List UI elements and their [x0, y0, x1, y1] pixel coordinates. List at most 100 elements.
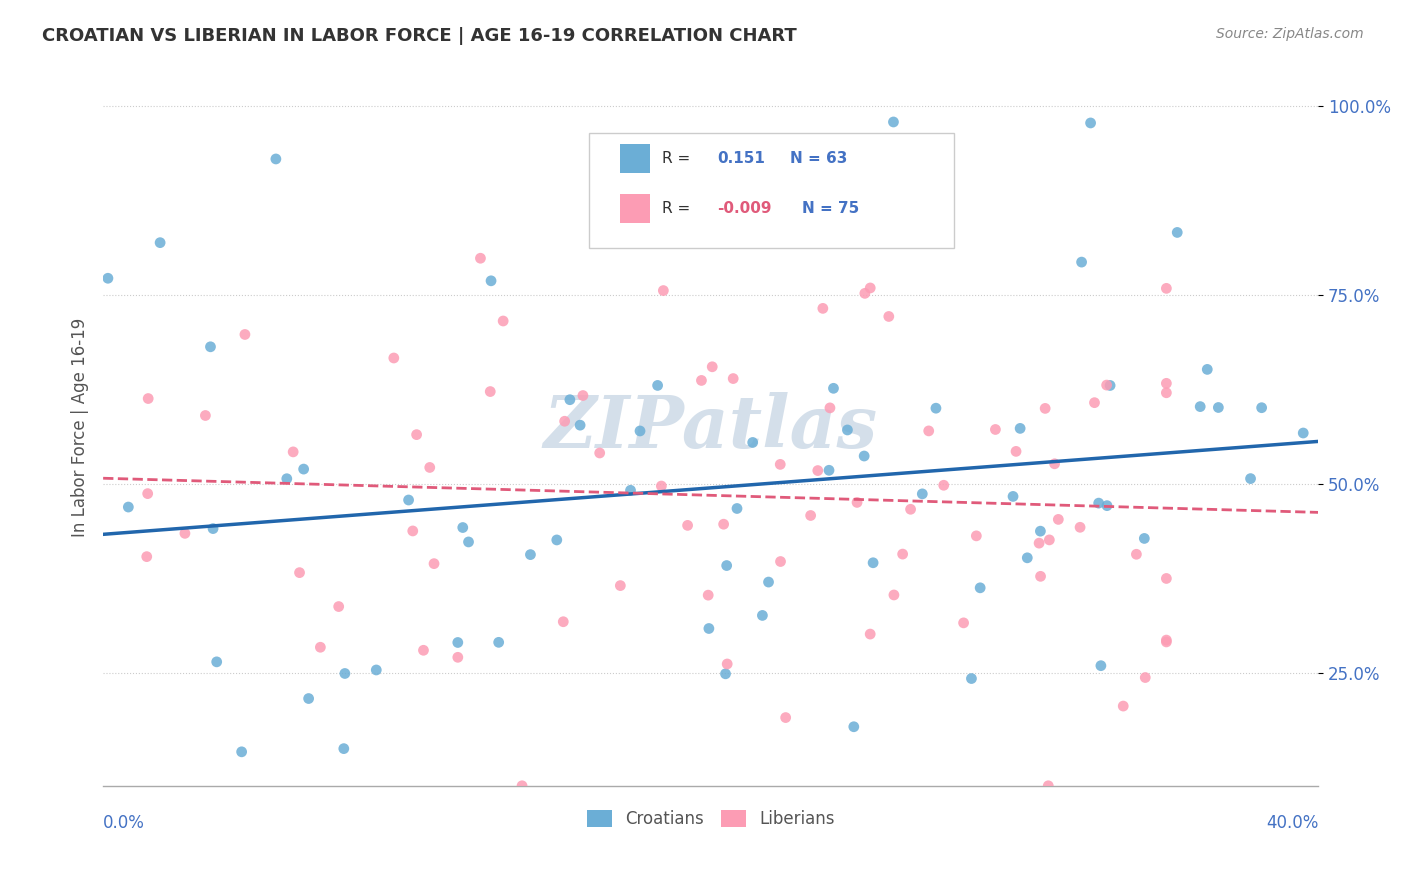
Point — [470, 252, 492, 266]
FancyBboxPatch shape — [589, 133, 953, 248]
Point — [447, 635, 470, 649]
Point — [1292, 425, 1315, 440]
Point — [1135, 671, 1157, 685]
Point — [233, 327, 256, 342]
Y-axis label: In Labor Force | Age 16-19: In Labor Force | Age 16-19 — [72, 318, 89, 537]
Point — [405, 427, 427, 442]
Point — [1156, 571, 1178, 585]
Point — [1080, 116, 1102, 130]
Point — [758, 575, 780, 590]
Point — [200, 340, 222, 354]
Point — [1197, 362, 1219, 376]
Point — [1029, 569, 1052, 583]
Point — [1047, 512, 1070, 526]
Point — [492, 314, 515, 328]
Point — [969, 581, 991, 595]
Text: R =: R = — [662, 151, 690, 166]
Point — [1038, 779, 1060, 793]
Text: 0.0%: 0.0% — [103, 814, 145, 832]
Point — [419, 460, 441, 475]
Point — [149, 235, 172, 250]
Point — [136, 392, 159, 406]
Point — [960, 672, 983, 686]
Point — [589, 446, 612, 460]
Point — [1005, 444, 1028, 458]
Point — [853, 449, 876, 463]
Point — [97, 271, 120, 285]
Point — [1043, 457, 1066, 471]
Point — [823, 381, 845, 395]
Point — [1250, 401, 1272, 415]
Point — [628, 424, 651, 438]
Point — [883, 588, 905, 602]
Point — [650, 479, 672, 493]
Point — [136, 486, 159, 500]
Legend: Croatians, Liberians: Croatians, Liberians — [581, 804, 841, 835]
Point — [619, 483, 641, 498]
Point — [1002, 490, 1025, 504]
Point — [205, 655, 228, 669]
Point — [1166, 226, 1188, 240]
Point — [697, 588, 720, 602]
Point — [676, 518, 699, 533]
Point — [818, 463, 841, 477]
Point — [1095, 499, 1118, 513]
Point — [697, 622, 720, 636]
Point — [925, 401, 948, 416]
Point — [769, 555, 792, 569]
Text: 40.0%: 40.0% — [1265, 814, 1319, 832]
Point — [837, 423, 859, 437]
Point — [853, 286, 876, 301]
Point — [1083, 395, 1105, 409]
Point — [554, 414, 576, 428]
Text: Source: ZipAtlas.com: Source: ZipAtlas.com — [1216, 27, 1364, 41]
Point — [479, 274, 502, 288]
Point — [1070, 255, 1092, 269]
Point — [859, 627, 882, 641]
Text: -0.009: -0.009 — [717, 201, 772, 216]
Point — [398, 493, 420, 508]
Point — [900, 502, 922, 516]
Point — [1189, 400, 1212, 414]
Point — [1112, 699, 1135, 714]
Point — [984, 422, 1007, 436]
Point — [1017, 550, 1039, 565]
Point — [276, 472, 298, 486]
Point — [1156, 635, 1178, 649]
Point — [769, 458, 792, 472]
Point — [842, 720, 865, 734]
Bar — [620, 144, 650, 172]
Point — [366, 663, 388, 677]
Point — [402, 524, 425, 538]
Point — [1208, 401, 1230, 415]
Point — [202, 522, 225, 536]
Point — [911, 487, 934, 501]
Point — [713, 517, 735, 532]
Point — [690, 374, 713, 388]
Point — [135, 549, 157, 564]
Point — [1033, 401, 1056, 416]
Point — [1010, 421, 1032, 435]
Point — [546, 533, 568, 547]
Point — [751, 608, 773, 623]
Text: 0.151: 0.151 — [717, 151, 765, 166]
Point — [488, 635, 510, 649]
Point — [558, 392, 581, 407]
Point — [609, 578, 631, 592]
Point — [298, 691, 321, 706]
Point — [1156, 633, 1178, 648]
Point — [451, 520, 474, 534]
Point — [652, 284, 675, 298]
Point — [1090, 658, 1112, 673]
Point — [283, 445, 305, 459]
Point — [288, 566, 311, 580]
Point — [725, 501, 748, 516]
Point — [952, 615, 974, 630]
Point — [1099, 378, 1122, 392]
Point — [569, 418, 592, 433]
Point — [1087, 496, 1109, 510]
Point — [423, 557, 446, 571]
Point — [1156, 281, 1178, 295]
Point — [800, 508, 823, 523]
Point — [553, 615, 575, 629]
